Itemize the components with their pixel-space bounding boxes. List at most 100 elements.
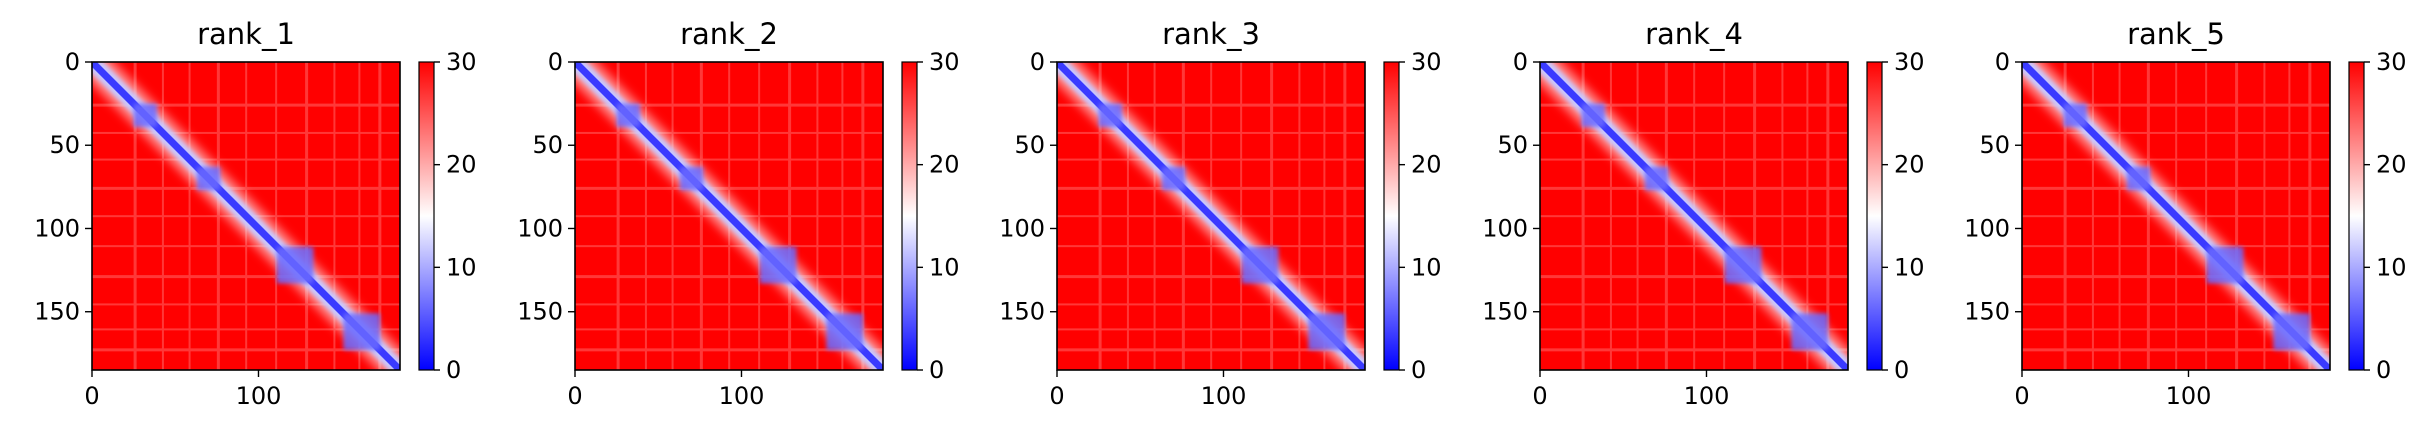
y-tick-label: 100 [1482, 214, 1528, 242]
x-tick-label: 0 [567, 382, 582, 410]
texture-stripe [2091, 62, 2094, 370]
texture-stripe [92, 303, 400, 306]
texture-stripe [1540, 186, 1848, 190]
heatmap-panel: rank_3 0 50 100 150 0 100 0 10 20 30 [999, 17, 1441, 410]
y-tick-label: 50 [532, 131, 563, 159]
x-tick-label: 0 [84, 382, 99, 410]
texture-stripe [2235, 62, 2239, 370]
texture-stripe [2022, 275, 2330, 279]
heatmap-panel: rank_1 0 50 100 150 0 100 0 10 20 30 [34, 17, 476, 410]
colorbar-tick-label: 10 [446, 253, 477, 281]
colorbar-tick-label: 0 [2376, 356, 2391, 384]
texture-stripe [644, 62, 647, 370]
texture-stripe [1609, 62, 1612, 370]
x-tick-label: 100 [719, 382, 765, 410]
texture-stripe [699, 62, 703, 370]
panel-title: rank_3 [1162, 17, 1260, 51]
colorbar-tick-label: 10 [929, 253, 960, 281]
axes-frame [1539, 61, 1849, 371]
domain-block [1098, 103, 1122, 127]
domain-block [343, 313, 381, 351]
texture-stripe [1323, 62, 1326, 370]
domain-block [1724, 246, 1762, 284]
colorbar-tick-label: 20 [2376, 151, 2407, 179]
colorbar-tick-label: 10 [1894, 253, 1925, 281]
texture-stripe [575, 245, 883, 248]
texture-stripe [575, 186, 883, 190]
colorbar-gradient [418, 61, 435, 371]
domain-block [2063, 103, 2087, 127]
texture-stripe [1057, 131, 1365, 134]
y-tick-label: 0 [1513, 48, 1528, 76]
texture-stripe [1057, 348, 1365, 352]
texture-stripe [1057, 303, 1365, 306]
domain-block [276, 246, 314, 284]
texture-stripe [1806, 62, 1809, 370]
x-tick-label: 100 [2166, 382, 2212, 410]
x-tick-label: 100 [1201, 382, 1247, 410]
y-tick-label: 50 [1497, 131, 1528, 159]
texture-stripe [1057, 158, 1365, 161]
heatmap-texture [2022, 62, 2330, 370]
colorbar-tick-label: 30 [2376, 48, 2407, 76]
y-tick-label: 150 [517, 298, 563, 326]
texture-stripe [358, 62, 361, 370]
colorbar-tick-label: 10 [2376, 253, 2407, 281]
texture-stripe [92, 348, 400, 352]
y-tick-label: 0 [548, 48, 563, 76]
texture-stripe [2288, 62, 2291, 370]
texture-stripe [2022, 303, 2330, 306]
axes-frame [1056, 61, 1366, 371]
texture-stripe [1540, 275, 1848, 279]
texture-stripe [2063, 62, 2067, 370]
y-tick-label: 0 [1995, 48, 2010, 76]
texture-stripe [2146, 62, 2150, 370]
colorbar-gradient [901, 61, 918, 371]
colorbar: 0 10 20 30 [418, 48, 477, 384]
texture-stripe [1181, 62, 1185, 370]
texture-stripe [2118, 62, 2121, 370]
domain-block [2126, 166, 2151, 191]
texture-stripe [2022, 131, 2330, 134]
texture-stripe [92, 131, 400, 134]
colorbar: 0 10 20 30 [1866, 48, 1925, 384]
texture-stripe [1753, 62, 1757, 370]
x-tick-label: 0 [1049, 382, 1064, 410]
texture-stripe [378, 62, 382, 370]
colorbar-gradient [1383, 61, 1400, 371]
colorbar-tick-label: 0 [1411, 356, 1426, 384]
texture-stripe [1343, 62, 1347, 370]
x-tick-label: 0 [1532, 382, 1547, 410]
heatmap-image [575, 62, 883, 370]
panel-title: rank_1 [197, 17, 295, 51]
texture-stripe [575, 103, 883, 107]
texture-stripe [671, 62, 674, 370]
texture-stripe [788, 62, 792, 370]
texture-stripe [2205, 62, 2208, 370]
texture-stripe [92, 245, 400, 248]
colorbar-tick-label: 0 [929, 356, 944, 384]
y-tick-label: 100 [999, 214, 1045, 242]
texture-stripe [1057, 103, 1365, 107]
colorbar-tick-label: 30 [1411, 48, 1442, 76]
texture-stripe [2022, 245, 2330, 248]
colorbar-tick-label: 20 [1894, 151, 1925, 179]
texture-stripe [275, 62, 278, 370]
y-tick-label: 0 [1030, 48, 1045, 76]
y-tick-label: 100 [517, 214, 563, 242]
texture-stripe [1057, 186, 1365, 190]
heatmap-image [1057, 62, 1365, 370]
texture-stripe [2308, 62, 2312, 370]
texture-stripe [2022, 158, 2330, 161]
y-tick-label: 50 [49, 131, 80, 159]
texture-stripe [1540, 303, 1848, 306]
texture-stripe [2022, 103, 2330, 107]
colorbar: 0 10 20 30 [1383, 48, 1442, 384]
texture-stripe [575, 348, 883, 352]
texture-stripe [575, 131, 883, 134]
panel-title: rank_4 [1645, 17, 1743, 51]
heatmap-panel: rank_4 0 50 100 150 0 100 0 10 20 30 [1482, 17, 1924, 410]
domain-block [1644, 166, 1669, 191]
texture-stripe [1540, 103, 1848, 107]
